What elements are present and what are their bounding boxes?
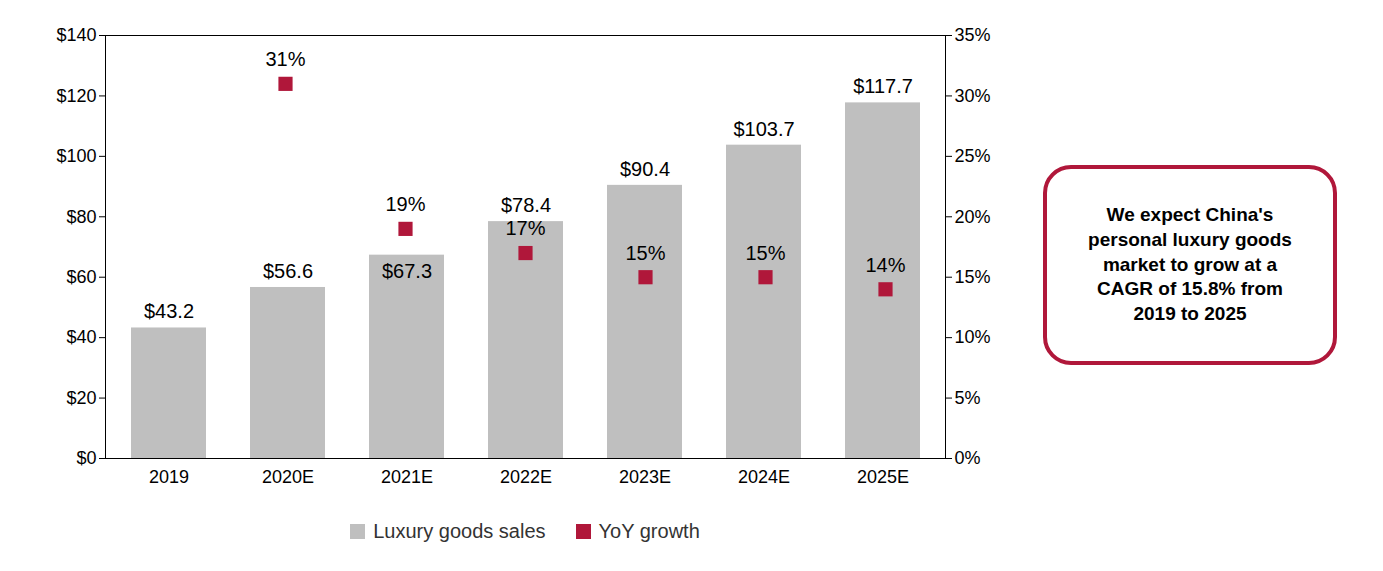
svg-text:15%: 15% [955,267,991,287]
svg-text:$120: $120 [56,86,96,106]
svg-text:15%: 15% [625,242,665,264]
svg-text:2025E: 2025E [857,467,909,487]
svg-text:2022E: 2022E [500,467,552,487]
svg-text:$117.7: $117.7 [853,75,913,97]
svg-text:19%: 19% [385,193,425,215]
svg-text:2020E: 2020E [262,467,314,487]
svg-text:10%: 10% [955,327,991,347]
html-text:We expect China's personal lux: We expect China's personal luxury goods … [1088,204,1292,324]
svg-text:$90.4: $90.4 [620,158,670,180]
svg-text:15%: 15% [745,242,785,264]
html-text:YoY growth: YoY growth [598,520,700,542]
svg-text:30%: 30% [955,86,991,106]
svg-text:$78.4: $78.4 [501,194,551,216]
svg-text:$56.6: $56.6 [263,260,313,282]
svg-text:$80: $80 [66,207,96,227]
svg-text:2019: 2019 [149,467,189,487]
svg-text:$67.3: $67.3 [382,260,432,282]
svg-text:25%: 25% [955,146,991,166]
svg-text:0%: 0% [955,448,981,468]
svg-text:17%: 17% [505,217,545,239]
svg-text:$60: $60 [66,267,96,287]
html-text:Luxury goods sales: Luxury goods sales [373,520,546,542]
svg-text:2024E: 2024E [738,467,790,487]
svg-text:20%: 20% [955,207,991,227]
svg-text:2023E: 2023E [619,467,671,487]
svg-text:31%: 31% [265,48,305,70]
svg-text:14%: 14% [865,254,905,276]
svg-text:2021E: 2021E [381,467,433,487]
svg-text:35%: 35% [955,25,991,45]
svg-text:$40: $40 [66,327,96,347]
svg-text:$20: $20 [66,388,96,408]
svg-text:$100: $100 [56,146,96,166]
svg-text:$140: $140 [56,25,96,45]
svg-text:$43.2: $43.2 [144,300,194,322]
svg-text:$0: $0 [76,448,96,468]
svg-text:5%: 5% [955,388,981,408]
svg-text:$103.7: $103.7 [733,118,794,140]
